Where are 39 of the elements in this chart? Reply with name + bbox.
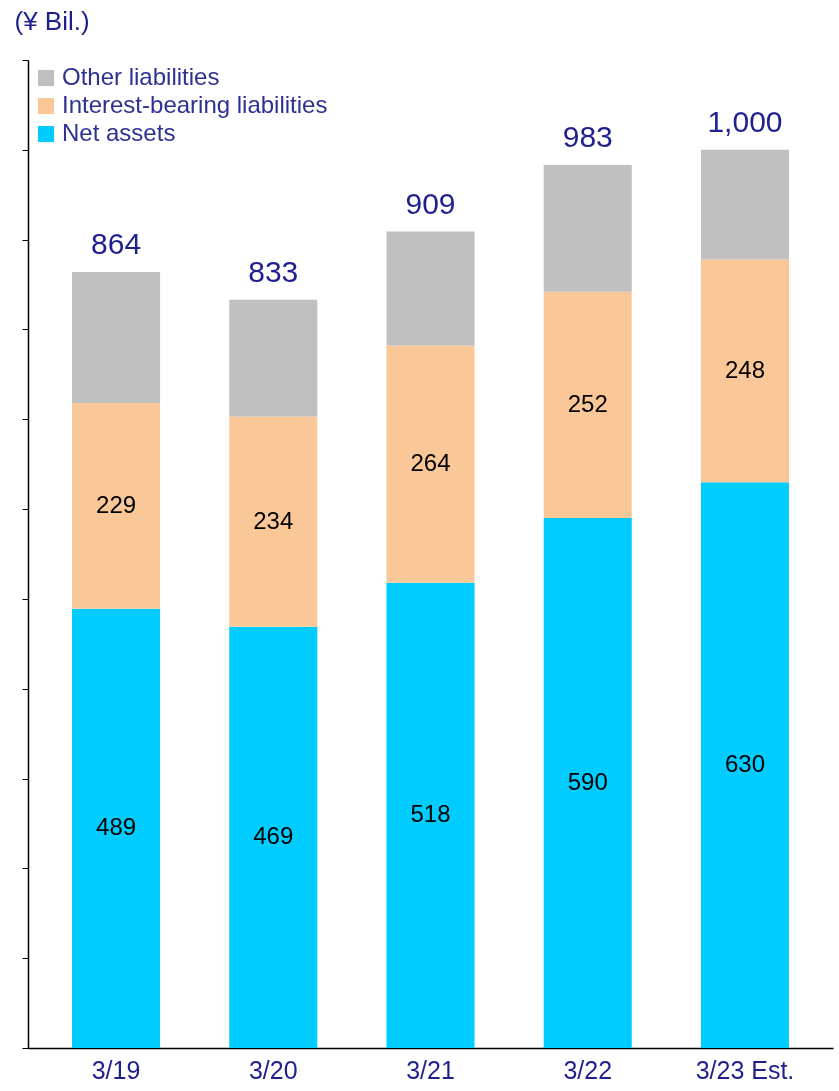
data-label: 229 — [96, 490, 137, 518]
bar — [229, 626, 318, 1048]
bar — [72, 403, 161, 609]
bar — [229, 299, 318, 417]
data-label: 264 — [410, 449, 451, 477]
legend-label: Other liabilities — [62, 63, 220, 90]
bar — [543, 518, 632, 1048]
total-label: 1,000 — [707, 104, 783, 138]
bar — [700, 149, 789, 260]
bar — [386, 582, 475, 1048]
data-label: 590 — [567, 768, 608, 796]
x-tick-label: 3/23 Est. — [695, 1055, 795, 1084]
bar — [72, 271, 161, 404]
x-tick-label: 3/21 — [406, 1055, 455, 1084]
data-label: 518 — [410, 800, 451, 828]
data-label: 489 — [96, 813, 137, 841]
data-label: 234 — [253, 506, 294, 534]
bar — [386, 231, 475, 346]
bar — [700, 482, 789, 1048]
data-label: 630 — [724, 750, 765, 778]
data-label: 469 — [253, 822, 294, 850]
total-label: 983 — [562, 120, 613, 154]
legend-label: Net assets — [62, 119, 176, 146]
total-label: 864 — [91, 226, 142, 260]
bar — [543, 165, 632, 292]
x-tick-label: 3/19 — [91, 1055, 141, 1084]
data-label: 252 — [567, 389, 608, 417]
y-axis-title: (¥ Bil.) — [14, 5, 90, 36]
total-label: 833 — [248, 254, 299, 288]
total-label: 909 — [405, 186, 456, 220]
bar — [386, 345, 475, 583]
bar — [700, 259, 789, 483]
data-label: 248 — [724, 355, 765, 383]
bar — [229, 416, 318, 627]
bar — [72, 608, 161, 1048]
x-tick-label: 3/20 — [248, 1055, 298, 1084]
legend-label: Interest-bearing liabilities — [62, 91, 328, 118]
x-tick-label: 3/22 — [563, 1055, 613, 1084]
bar — [543, 291, 632, 519]
